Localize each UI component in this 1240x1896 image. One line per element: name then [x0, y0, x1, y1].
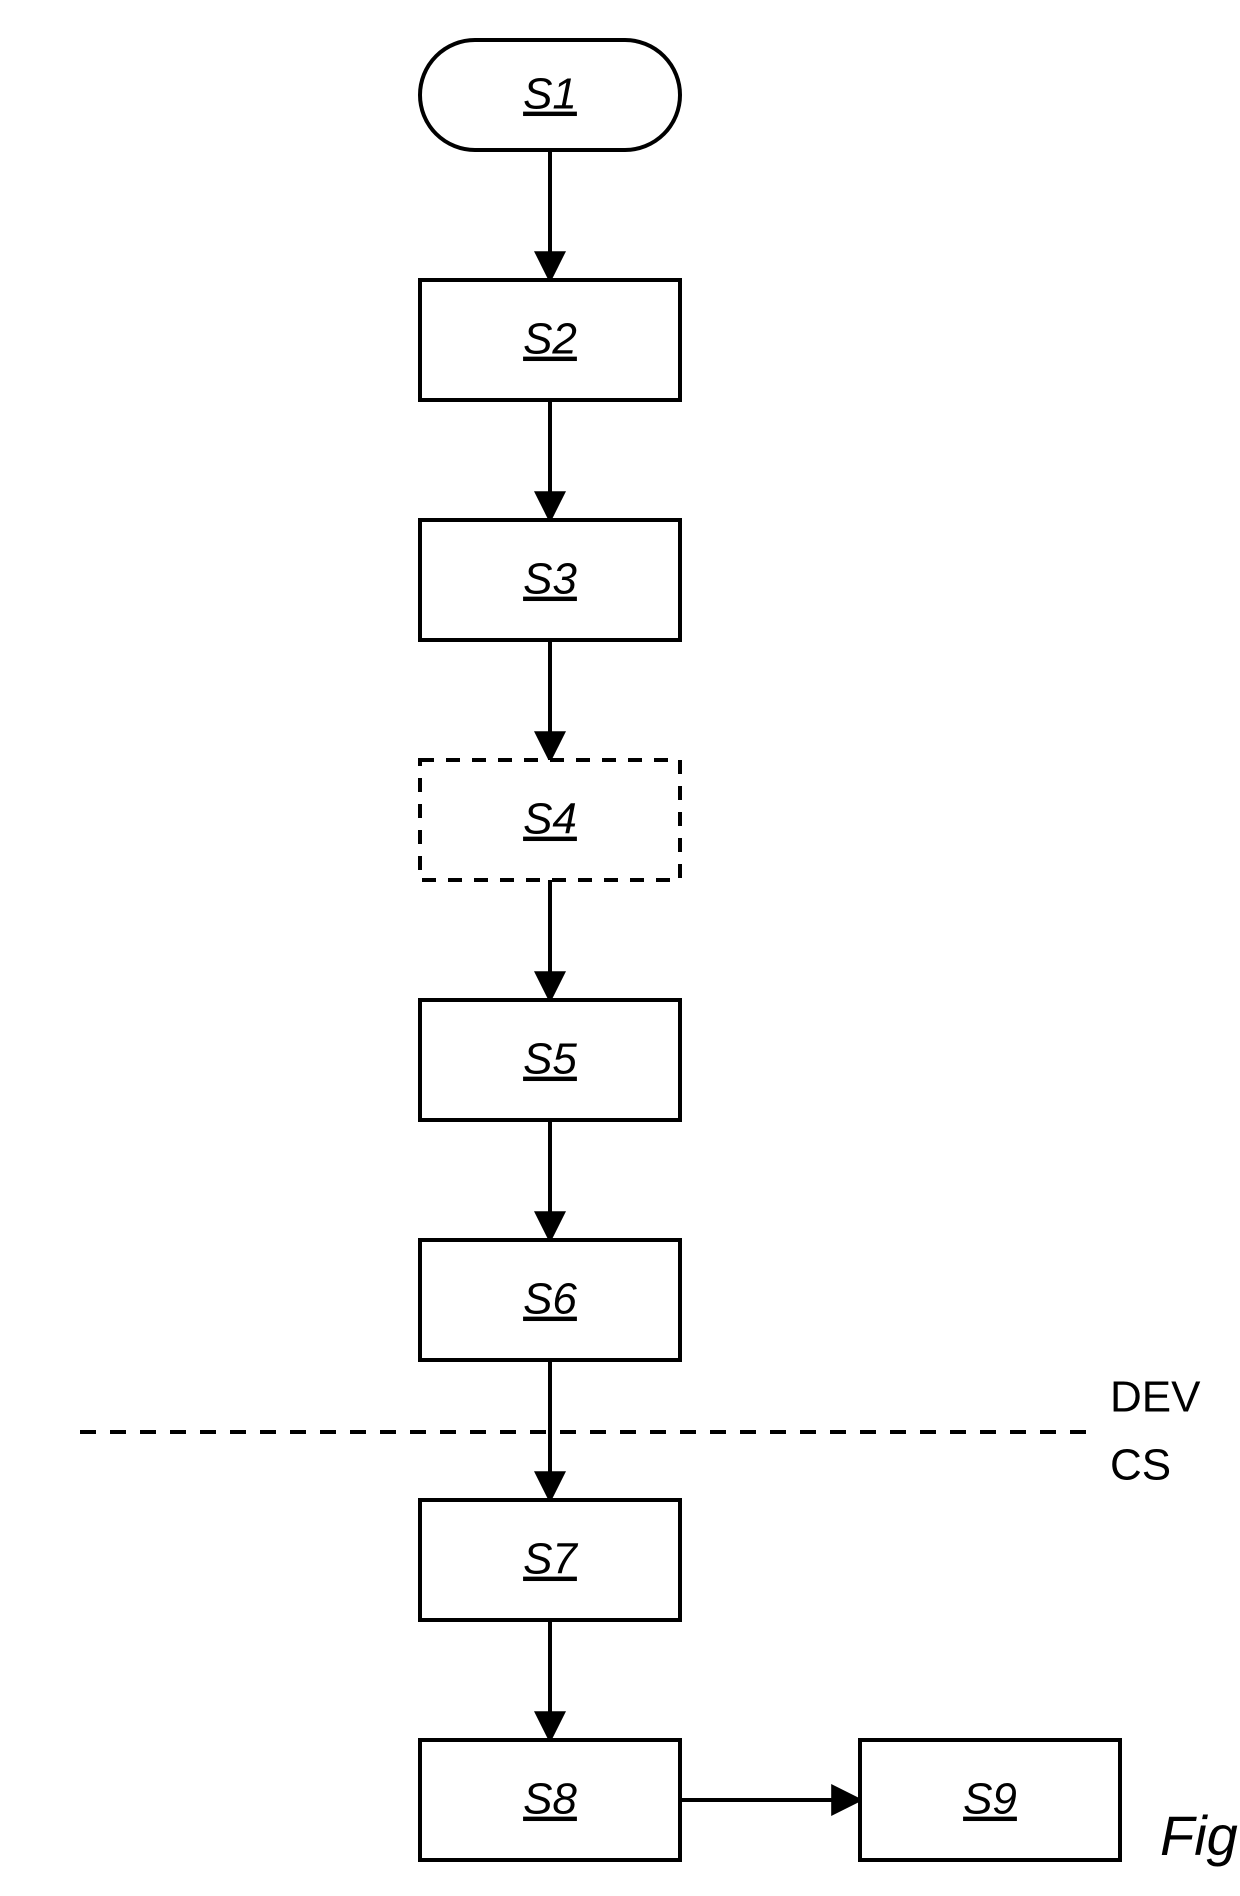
node-s1: S1	[420, 40, 680, 150]
node-s4-label: S4	[523, 795, 577, 844]
node-s2: S2	[420, 280, 680, 400]
node-s6: S6	[420, 1240, 680, 1360]
node-s6-label: S6	[523, 1275, 577, 1324]
node-s2-label: S2	[523, 315, 577, 364]
node-s7-label: S7	[523, 1535, 578, 1584]
node-s5: S5	[420, 1000, 680, 1120]
node-s7: S7	[420, 1500, 680, 1620]
node-s5-label: S5	[523, 1035, 577, 1084]
node-s1-label: S1	[523, 70, 577, 119]
node-s9: S9	[860, 1740, 1120, 1860]
figure-label: Fig	[1160, 1804, 1238, 1867]
node-s3: S3	[420, 520, 680, 640]
divider-label-below: CS	[1110, 1441, 1171, 1490]
node-s3-label: S3	[523, 555, 577, 604]
node-s9-label: S9	[963, 1775, 1017, 1824]
flowchart-canvas: DEV CS S1 S2 S3 S4 S5 S6 S7 S8 S9 Fig	[0, 0, 1240, 1896]
divider-label-above: DEV	[1110, 1373, 1201, 1422]
node-s8: S8	[420, 1740, 680, 1860]
node-s4: S4	[420, 760, 680, 880]
node-s8-label: S8	[523, 1775, 577, 1824]
